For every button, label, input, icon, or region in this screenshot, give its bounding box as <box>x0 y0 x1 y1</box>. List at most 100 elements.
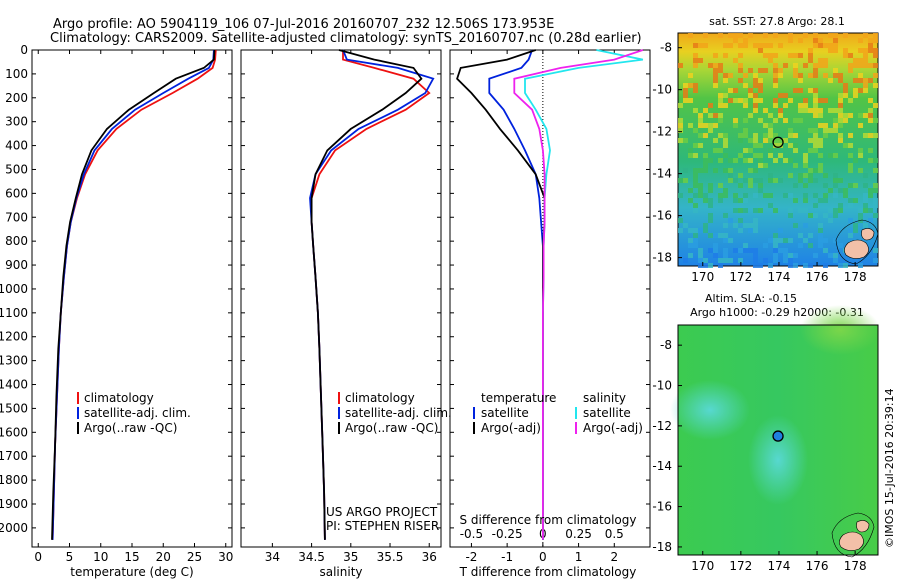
sst-pixel <box>778 228 783 233</box>
sst-pixel <box>813 98 818 103</box>
sst-pixel <box>813 193 818 198</box>
sst-pixel <box>758 98 763 103</box>
sst-pixel <box>828 208 833 213</box>
sst-pixel <box>853 63 858 68</box>
sst-pixel <box>823 198 828 203</box>
sst-pixel <box>743 43 748 48</box>
sst-pixel <box>778 73 783 78</box>
sst-pixel <box>703 258 708 263</box>
sst-pixel <box>713 83 718 88</box>
sst-pixel <box>728 73 733 78</box>
sst-pixel <box>753 223 758 228</box>
sst-pixel <box>778 238 783 243</box>
sst-pixel <box>848 203 853 208</box>
sst-pixel <box>833 178 838 183</box>
y-tick-label: 100 <box>5 67 28 81</box>
sst-pixel <box>728 98 733 103</box>
sst-pixel <box>838 133 843 138</box>
sst-pixel <box>833 123 838 128</box>
sst-pixel <box>838 73 843 78</box>
sst-pixel <box>848 98 853 103</box>
y-tick-label: 2000 <box>0 521 28 535</box>
sst-pixel <box>753 143 758 148</box>
sst-pixel <box>693 143 698 148</box>
sst-pixel <box>803 108 808 113</box>
sst-pixel <box>763 43 768 48</box>
sst-pixel <box>738 198 743 203</box>
sst-pixel <box>678 123 683 128</box>
sst-pixel <box>688 243 693 248</box>
sst-pixel <box>728 238 733 243</box>
sst-pixel <box>793 263 798 268</box>
sst-pixel <box>718 68 723 73</box>
sst-pixel <box>833 253 838 258</box>
sst-pixel <box>813 203 818 208</box>
sst-pixel <box>818 43 823 48</box>
sst-pixel <box>713 138 718 143</box>
sst-pixel <box>733 33 738 38</box>
sst-pixel <box>698 168 703 173</box>
sst-pixel <box>793 223 798 228</box>
map-x-tick-label: 174 <box>767 559 790 573</box>
sst-pixel <box>798 208 803 213</box>
x2-tick-label: 0.5 <box>605 527 624 541</box>
sst-pixel <box>783 63 788 68</box>
sst-pixel <box>678 138 683 143</box>
sst-pixel <box>833 43 838 48</box>
sst-pixel <box>768 173 773 178</box>
sst-pixel <box>793 183 798 188</box>
sst-pixel <box>758 158 763 163</box>
sst-pixel <box>698 193 703 198</box>
sst-pixel <box>723 53 728 58</box>
sst-pixel <box>838 263 843 268</box>
map-y-tick-label: -18 <box>652 251 672 265</box>
sst-pixel <box>873 133 878 138</box>
sst-pixel <box>773 73 778 78</box>
sst-pixel <box>703 108 708 113</box>
sst-pixel <box>803 208 808 213</box>
sst-pixel <box>773 63 778 68</box>
sst-pixel <box>728 33 733 38</box>
sst-pixel <box>793 163 798 168</box>
sst-pixel <box>748 183 753 188</box>
sst-pixel <box>863 133 868 138</box>
sst-pixel <box>833 258 838 263</box>
sst-pixel <box>723 168 728 173</box>
legend-tsat: satellite <box>481 406 529 420</box>
sst-pixel <box>753 133 758 138</box>
sst-pixel <box>688 153 693 158</box>
sst-pixel <box>828 188 833 193</box>
sst-pixel <box>813 113 818 118</box>
difference-axes <box>449 49 651 548</box>
sst-pixel <box>813 93 818 98</box>
sst-pixel <box>708 198 713 203</box>
sst-pixel <box>818 123 823 128</box>
sst-pixel <box>833 238 838 243</box>
sst-pixel <box>778 68 783 73</box>
legend-climatology: climatology <box>345 391 415 405</box>
sst-pixel <box>803 33 808 38</box>
sst-pixel <box>798 173 803 178</box>
sst-pixel <box>758 78 763 83</box>
map-y-tick-label: -18 <box>652 540 672 554</box>
sst-pixel <box>798 108 803 113</box>
sst-pixel <box>863 193 868 198</box>
sst-pixel <box>803 238 808 243</box>
sst-pixel <box>748 113 753 118</box>
y-tick-label: 900 <box>5 258 28 272</box>
map-x-tick-label: 170 <box>691 559 714 573</box>
sst-pixel <box>858 73 863 78</box>
sst-pixel <box>743 83 748 88</box>
sst-pixel <box>823 193 828 198</box>
sst-pixel <box>718 33 723 38</box>
sst-pixel <box>753 228 758 233</box>
sst-pixel <box>843 113 848 118</box>
sst-pixel <box>833 68 838 73</box>
sst-pixel <box>678 103 683 108</box>
sst-pixel <box>813 108 818 113</box>
sst-speckle <box>678 33 878 268</box>
sst-pixel <box>843 33 848 38</box>
x-tick-label: 2 <box>610 550 618 564</box>
sst-pixel <box>718 63 723 68</box>
